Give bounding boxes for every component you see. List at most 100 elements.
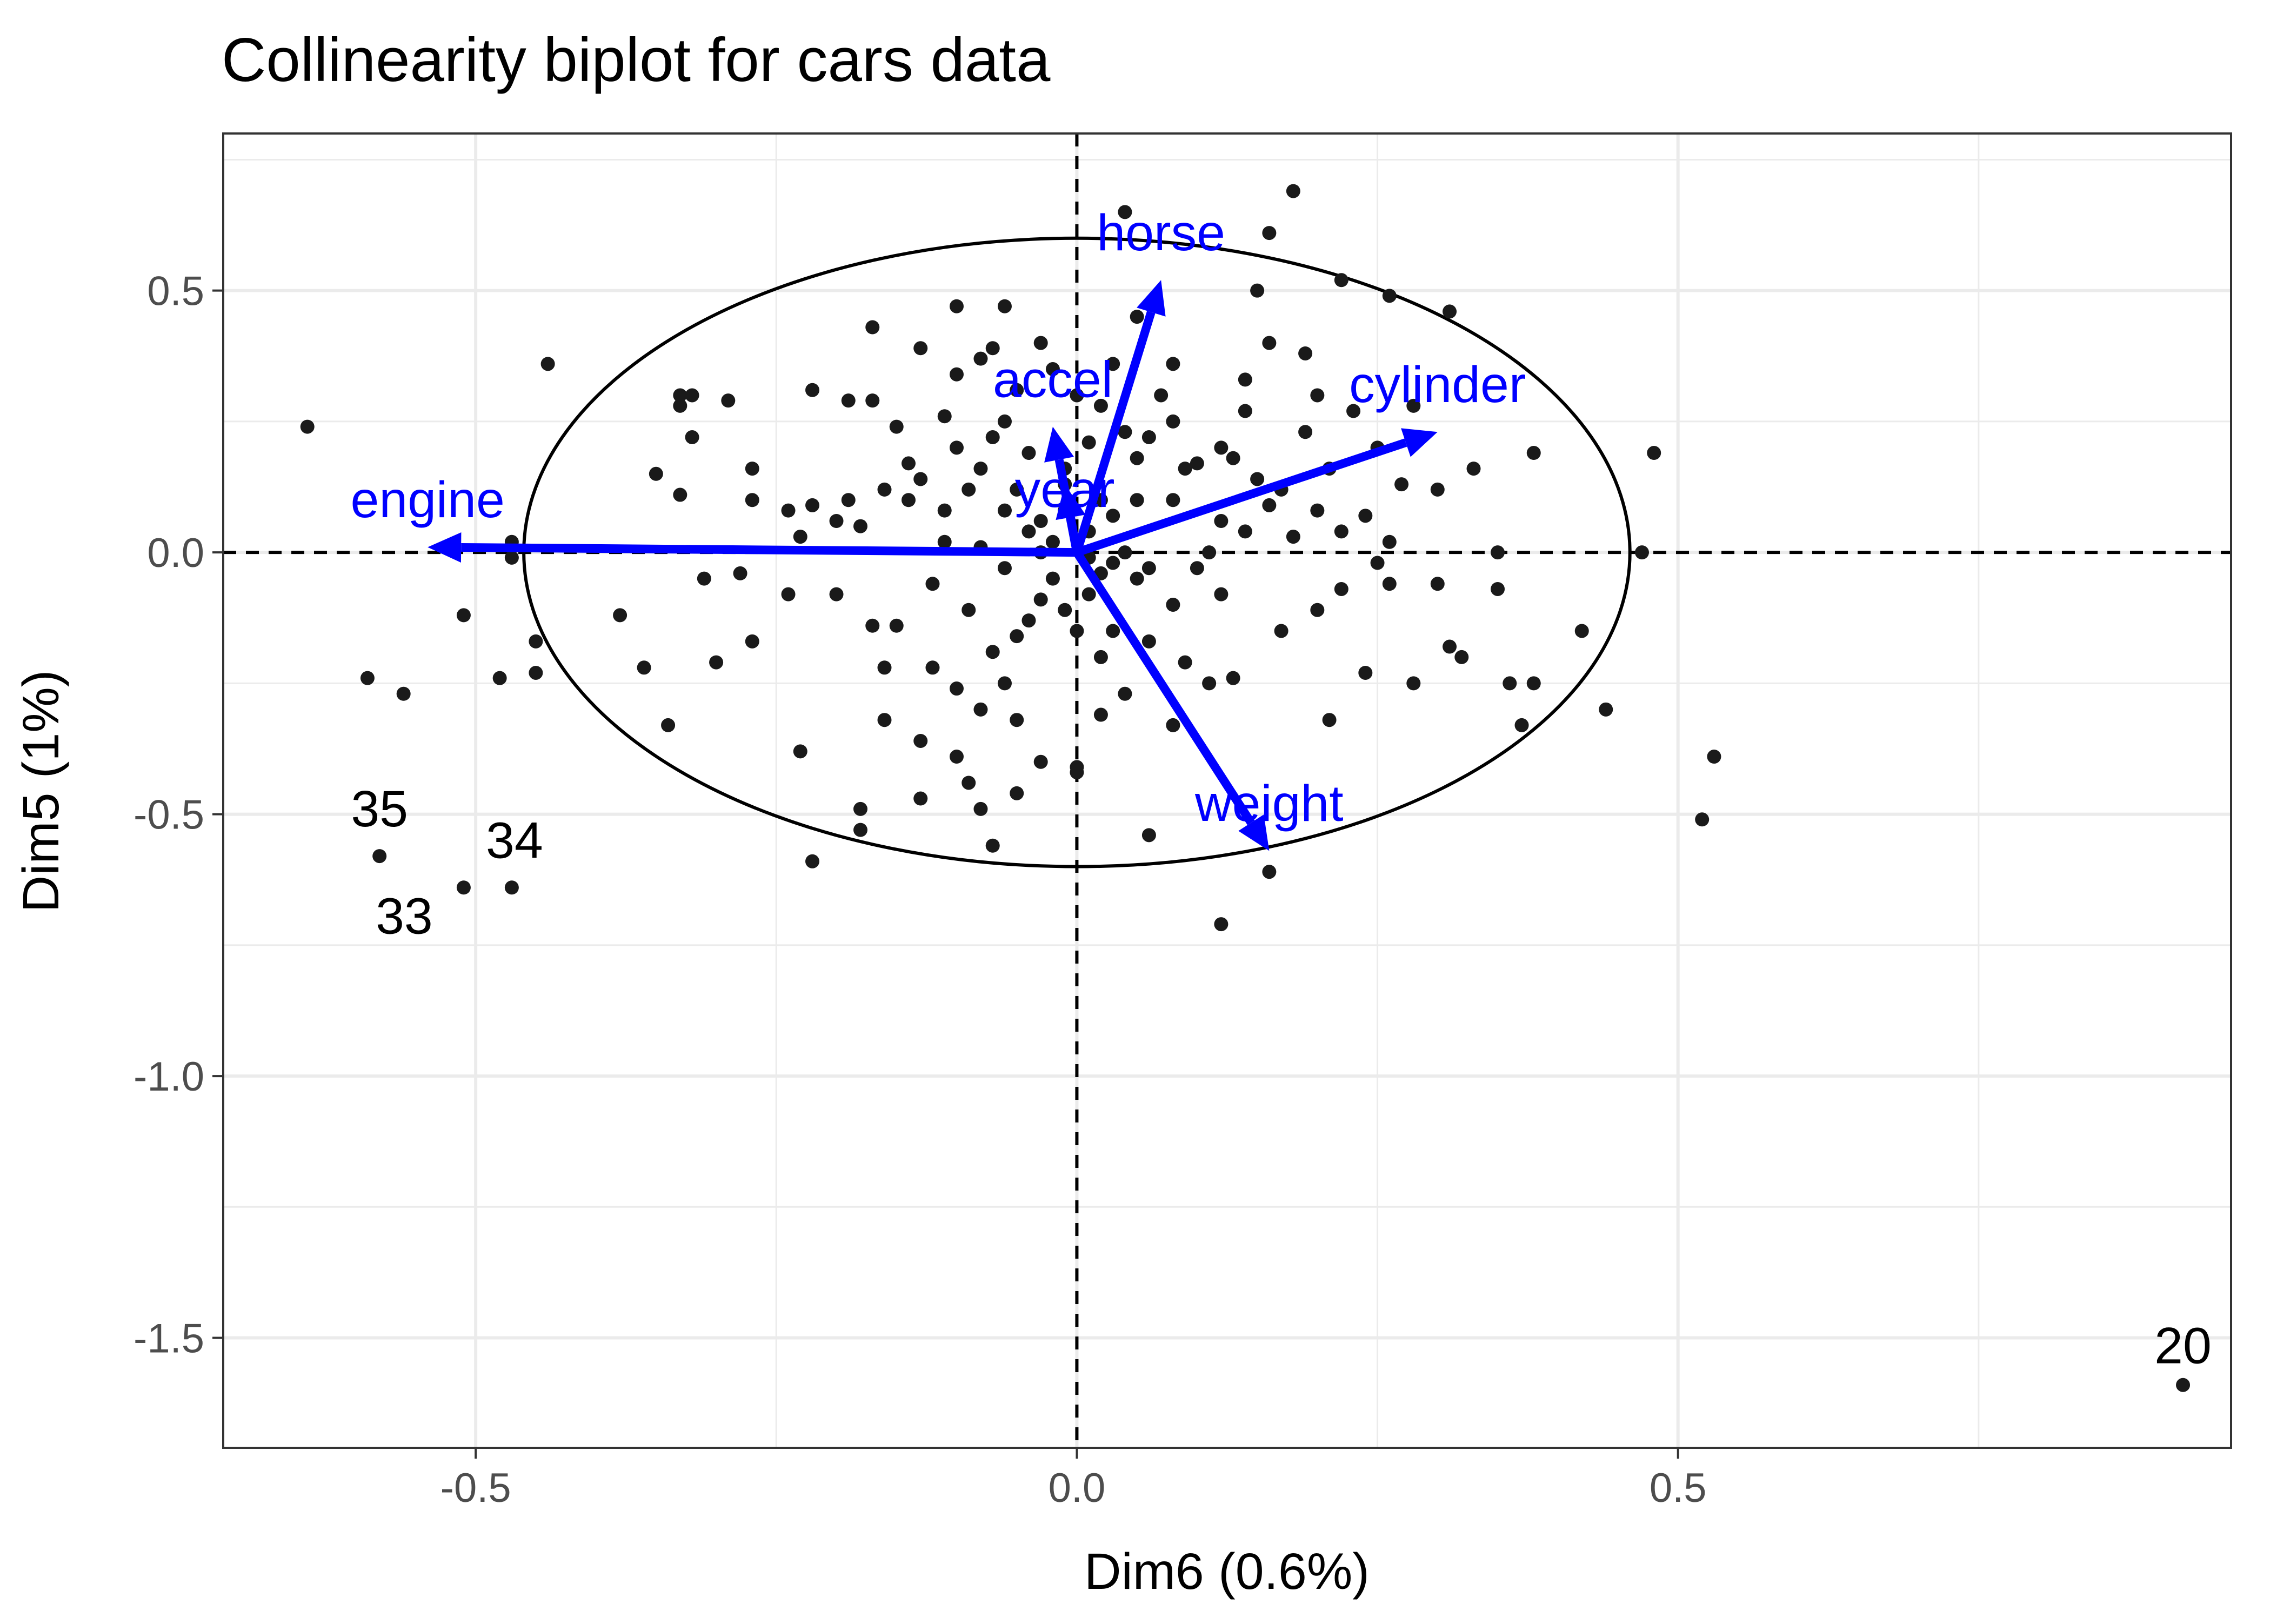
data-point xyxy=(1599,702,1613,717)
data-point xyxy=(913,791,928,806)
data-point xyxy=(1382,577,1397,591)
data-point xyxy=(1226,451,1240,465)
data-point xyxy=(1262,226,1277,240)
data-point xyxy=(913,341,928,356)
data-point xyxy=(1214,587,1229,602)
data-point xyxy=(1238,372,1252,387)
data-point xyxy=(1214,514,1229,529)
data-point xyxy=(1382,289,1397,303)
data-point xyxy=(997,503,1012,518)
data-point xyxy=(733,566,747,580)
data-point xyxy=(865,618,880,633)
data-point xyxy=(1118,205,1132,219)
data-point xyxy=(1262,498,1277,512)
data-point xyxy=(1346,404,1361,418)
labeled-data-point xyxy=(456,880,471,895)
chart-title: Collinearity biplot for cars data xyxy=(222,26,1051,95)
data-point xyxy=(1190,456,1204,471)
data-point xyxy=(1106,556,1120,570)
data-point xyxy=(396,686,411,701)
data-point xyxy=(1382,534,1397,549)
data-point xyxy=(853,519,868,533)
data-point xyxy=(1118,545,1132,560)
data-point xyxy=(1045,534,1060,549)
data-point xyxy=(925,660,940,675)
data-point xyxy=(1262,865,1277,879)
data-point xyxy=(1130,571,1144,586)
data-point xyxy=(805,854,820,868)
data-point xyxy=(1166,357,1180,371)
data-point xyxy=(1286,184,1300,198)
data-point xyxy=(745,493,759,507)
vector-cylinder-arrowhead xyxy=(1401,428,1438,457)
data-point xyxy=(1106,357,1120,371)
data-point xyxy=(949,299,964,313)
data-point xyxy=(1178,655,1192,670)
vector-label-weight: weight xyxy=(1194,775,1344,832)
data-point xyxy=(1010,482,1024,497)
data-point xyxy=(1118,686,1132,701)
data-point xyxy=(1334,273,1348,288)
data-point xyxy=(1310,503,1325,518)
labeled-data-point xyxy=(504,880,519,895)
data-point xyxy=(1238,404,1252,418)
data-point xyxy=(1010,713,1024,727)
data-point xyxy=(1106,624,1120,638)
data-point xyxy=(673,487,687,502)
data-point xyxy=(1202,676,1217,691)
data-point xyxy=(949,440,964,455)
vector-label-accel: accel xyxy=(993,351,1113,408)
data-point xyxy=(781,587,796,602)
data-point xyxy=(1526,446,1541,460)
data-point xyxy=(1045,571,1060,586)
data-point xyxy=(1093,398,1108,413)
data-point xyxy=(1202,545,1217,560)
y-tick-label: -0.5 xyxy=(133,792,204,838)
y-tick-label: -1.5 xyxy=(133,1316,204,1362)
point-labels-layer: 35 34 33 20 xyxy=(351,780,2211,1375)
data-point xyxy=(913,472,928,486)
data-point xyxy=(1250,472,1265,486)
data-point xyxy=(962,603,976,617)
data-point xyxy=(1141,430,1156,444)
vector-weight xyxy=(1073,550,1255,825)
data-point xyxy=(1274,624,1288,638)
correlation-ellipse-layer xyxy=(522,236,1632,868)
vector-weight-arrowhead xyxy=(1238,814,1270,851)
reference-lines xyxy=(223,133,2231,1448)
data-point xyxy=(1443,304,1457,319)
data-point xyxy=(985,645,1000,659)
data-point xyxy=(1634,545,1649,560)
vector-year-arrowhead xyxy=(1056,484,1086,520)
data-point xyxy=(1250,283,1265,298)
x-tick-label: -0.5 xyxy=(440,1465,511,1511)
data-point xyxy=(1010,629,1024,644)
data-point xyxy=(1358,665,1373,680)
data-point xyxy=(853,801,868,816)
data-point xyxy=(877,713,892,727)
data-point xyxy=(985,838,1000,853)
x-tick-label: 0.5 xyxy=(1650,1465,1707,1511)
data-point xyxy=(673,388,687,403)
data-point xyxy=(985,430,1000,444)
data-point xyxy=(649,466,663,481)
data-point xyxy=(1406,398,1421,413)
point-label: 20 xyxy=(2154,1318,2212,1375)
data-point xyxy=(1394,477,1409,492)
data-point xyxy=(853,823,868,837)
data-point xyxy=(1526,676,1541,691)
vector-horse xyxy=(1072,311,1156,554)
data-point xyxy=(1286,530,1300,544)
data-point xyxy=(973,801,988,816)
data-point xyxy=(1141,634,1156,649)
data-point xyxy=(889,419,904,434)
data-point xyxy=(889,618,904,633)
data-point xyxy=(829,587,844,602)
data-point xyxy=(865,320,880,335)
data-point xyxy=(492,671,507,685)
vector-label-year: year xyxy=(1015,461,1115,518)
data-point xyxy=(829,514,844,529)
x-axis-title: Dim6 (0.6%) xyxy=(1084,1543,1370,1600)
data-point xyxy=(901,456,916,471)
